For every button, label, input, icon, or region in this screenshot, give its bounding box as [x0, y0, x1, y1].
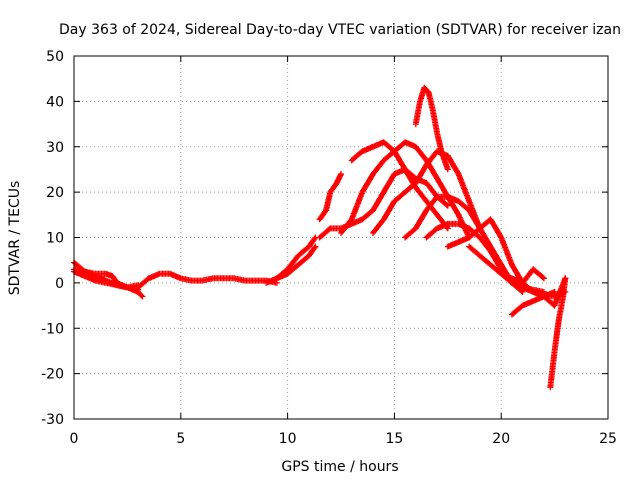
- y-tick-label: 40: [46, 94, 64, 110]
- marker-path: [547, 275, 569, 391]
- y-tick-label: 50: [46, 49, 64, 65]
- series-arc-10: [348, 139, 451, 232]
- x-tick-label: 0: [70, 431, 79, 447]
- marker-path: [412, 84, 451, 173]
- series-arc-6: [273, 234, 319, 282]
- grid-layer: [74, 56, 608, 419]
- series-arc-19: [547, 275, 569, 391]
- marker-path: [338, 139, 473, 241]
- y-axis-label: SDTVAR / TECUs: [7, 181, 23, 296]
- series-arc-1: [71, 259, 146, 300]
- series-arc-17: [508, 288, 558, 318]
- y-tick-label: -30: [41, 412, 64, 428]
- marker-path: [71, 259, 146, 300]
- x-tick-label: 20: [492, 431, 510, 447]
- data-markers: [71, 84, 569, 391]
- marker-path: [135, 270, 280, 291]
- series-arc-8: [316, 171, 344, 223]
- y-tick-label: 30: [46, 140, 64, 156]
- x-tick-label: 15: [385, 431, 403, 447]
- y-tick-label: 20: [46, 185, 64, 201]
- marker-path: [498, 266, 547, 286]
- series-arc-9: [338, 139, 473, 241]
- chart-title: Day 363 of 2024, Sidereal Day-to-day VTE…: [59, 22, 621, 38]
- y-tick-label: -10: [41, 321, 64, 337]
- x-tick-label: 25: [599, 431, 617, 447]
- marker-path: [273, 234, 319, 282]
- marker-path: [316, 171, 344, 223]
- series-arc-13: [412, 84, 451, 173]
- marker-path: [508, 288, 558, 318]
- y-tick-label: -20: [41, 367, 64, 383]
- x-axis-label: GPS time / hours: [281, 459, 398, 475]
- x-tick-label: 5: [176, 431, 185, 447]
- marker-path: [348, 139, 451, 232]
- y-tick-label: 0: [55, 276, 64, 292]
- x-tick-label: 10: [279, 431, 297, 447]
- series-arc-4: [135, 270, 280, 291]
- y-tick-label: 10: [46, 231, 64, 247]
- ticks-layer: 0 5 10 15 20 25 -30 -20 -10 0 10 20 30 40 50: [41, 49, 617, 447]
- series-arc-18: [498, 266, 547, 286]
